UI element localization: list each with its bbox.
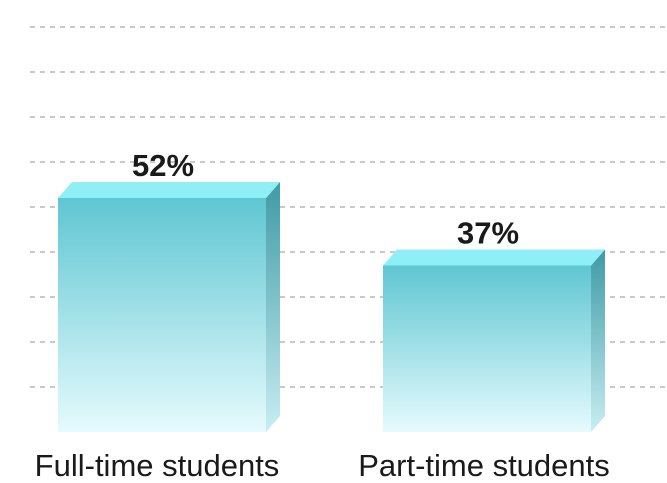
bar-top-1	[58, 182, 280, 198]
bar-2	[383, 249, 605, 432]
bar-front-1	[58, 198, 266, 432]
bars	[58, 182, 605, 432]
value-label-1: 52%	[132, 148, 194, 183]
bar-1	[58, 182, 280, 432]
bar-side-2	[591, 249, 605, 432]
bar-top-2	[383, 249, 605, 266]
category-label-2: Part-time students	[358, 448, 610, 483]
labels: 52% Full-time students 37% Part-time studen…	[35, 148, 610, 483]
category-label-1: Full-time students	[35, 448, 280, 483]
bar-side-1	[266, 182, 280, 432]
value-label-2: 37%	[457, 216, 519, 251]
bar-front-2	[383, 265, 591, 432]
